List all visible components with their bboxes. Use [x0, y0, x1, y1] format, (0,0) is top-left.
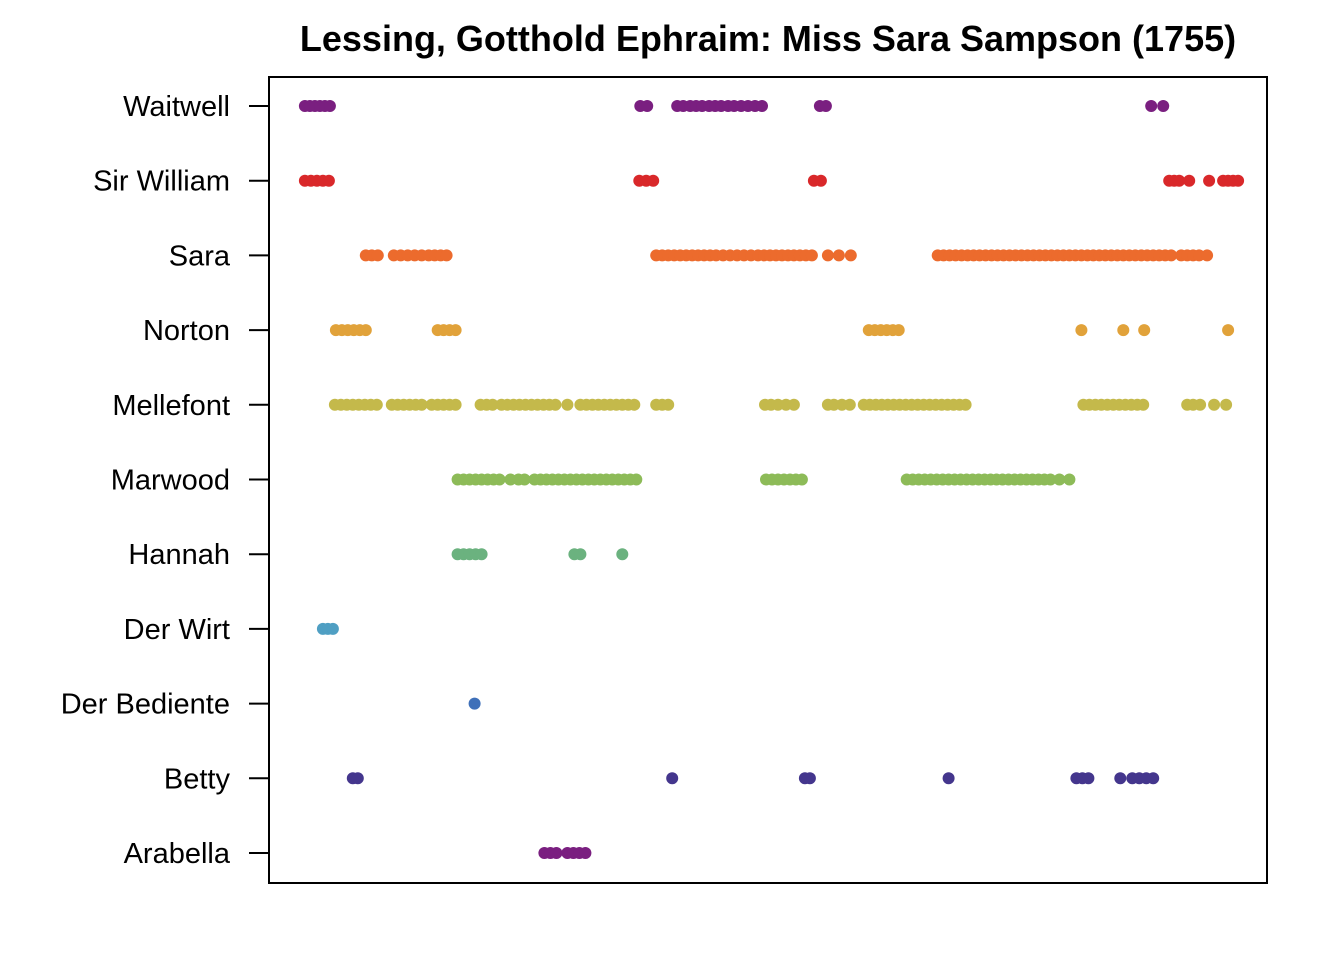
- data-point: [1232, 174, 1245, 187]
- data-point: [370, 398, 383, 411]
- data-point: [359, 324, 372, 337]
- data-point: [616, 548, 629, 561]
- data-point: [814, 174, 827, 187]
- series-points: [451, 548, 629, 561]
- data-point: [486, 398, 499, 411]
- data-point: [1194, 398, 1207, 411]
- data-point: [641, 100, 654, 112]
- data-point: [892, 324, 905, 337]
- series-points: [359, 249, 1214, 262]
- data-point: [326, 622, 339, 635]
- data-point: [1183, 174, 1196, 187]
- data-point: [821, 249, 834, 262]
- data-point: [518, 473, 531, 486]
- data-point: [549, 398, 562, 411]
- data-point: [803, 772, 816, 785]
- data-point: [449, 324, 462, 337]
- y-tick-label: Sir William: [93, 166, 230, 198]
- data-point: [1147, 772, 1160, 785]
- data-point: [493, 473, 506, 486]
- data-point: [1117, 324, 1130, 337]
- data-point: [574, 548, 587, 561]
- data-point: [795, 473, 808, 486]
- chart-title: Lessing, Gotthold Ephraim: Miss Sara Sam…: [300, 18, 1236, 59]
- data-point: [942, 772, 955, 785]
- data-point: [579, 847, 592, 859]
- series-points: [316, 622, 339, 635]
- y-axis: Waitwell Sir William Sara Norton Mellefont Ma…: [61, 91, 269, 870]
- data-point: [628, 398, 641, 411]
- y-tick-label: Mellefont: [112, 390, 230, 422]
- data-point: [1075, 324, 1088, 337]
- data-point: [468, 697, 481, 710]
- data-point: [1063, 473, 1076, 486]
- y-tick-label: Sara: [169, 240, 231, 272]
- data-point: [666, 772, 679, 785]
- data-point: [475, 548, 488, 561]
- data-point: [371, 249, 384, 262]
- data-point: [1157, 100, 1170, 112]
- data-point: [1044, 473, 1057, 486]
- data-point: [1114, 772, 1127, 785]
- series-points: [329, 324, 1235, 337]
- data-point: [1053, 473, 1066, 486]
- series-points: [468, 697, 481, 710]
- y-tick-label: Betty: [164, 763, 231, 795]
- data-point: [415, 398, 428, 411]
- data-point: [843, 398, 856, 411]
- data-point: [550, 847, 563, 859]
- data-point: [322, 174, 335, 187]
- data-point: [662, 398, 675, 411]
- data-point: [959, 398, 972, 411]
- series-points: [451, 473, 1076, 486]
- data-point: [1203, 174, 1216, 187]
- data-point: [787, 398, 800, 411]
- data-point: [1145, 100, 1158, 112]
- data-point: [449, 398, 462, 411]
- series-points: [538, 847, 592, 859]
- data-point: [1165, 249, 1178, 262]
- data-point: [1208, 398, 1221, 411]
- data-point: [1201, 249, 1214, 262]
- data-point: [844, 249, 857, 262]
- data-point: [805, 249, 818, 262]
- series-points: [298, 174, 1245, 187]
- data-point: [1222, 324, 1235, 337]
- data-point: [756, 100, 768, 112]
- series-points: [298, 100, 1170, 112]
- data-point: [1220, 398, 1233, 411]
- data-point: [323, 100, 336, 112]
- series-points: [328, 398, 1233, 411]
- data-point: [819, 100, 832, 112]
- data-point: [1137, 398, 1150, 411]
- data-point: [630, 473, 643, 486]
- data-point: [351, 772, 364, 785]
- data-point: [1082, 772, 1095, 785]
- y-tick-label: Der Bediente: [61, 689, 230, 721]
- y-tick-label: Norton: [143, 315, 230, 347]
- data-point: [561, 398, 574, 411]
- y-tick-label: Der Wirt: [124, 614, 230, 646]
- series-points: [346, 772, 1160, 785]
- data-point: [440, 249, 453, 262]
- y-tick-label: Marwood: [111, 465, 230, 497]
- data-point: [1173, 174, 1186, 187]
- y-tick-label: Hannah: [128, 539, 230, 571]
- y-tick-label: Arabella: [124, 838, 231, 870]
- data-points: [298, 100, 1245, 859]
- data-point: [647, 174, 660, 187]
- data-point: [1138, 324, 1151, 337]
- data-point: [832, 249, 845, 262]
- y-tick-label: Waitwell: [123, 91, 230, 123]
